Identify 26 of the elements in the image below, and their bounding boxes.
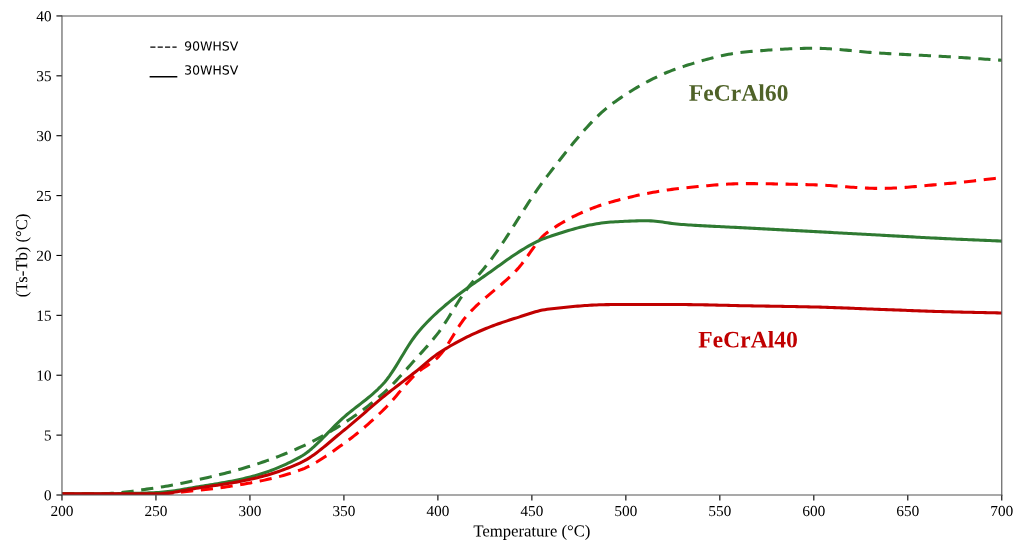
x-tick-label: 200: [51, 505, 73, 517]
y-tick-label: 40: [36, 11, 51, 22]
y-tick-label: 0: [44, 490, 51, 501]
y-tick-label: 30: [37, 130, 51, 142]
x-tick-label: 600: [803, 505, 825, 517]
x-tick-label: 300: [239, 505, 261, 517]
y-tick-label: 35: [37, 71, 51, 82]
x-tick-label: 350: [333, 505, 355, 517]
x-tick-label: 400: [426, 505, 449, 517]
x-tick-label: 450: [520, 505, 543, 517]
annotation: FeCrAl40: [698, 331, 797, 348]
y-tick-label: 15: [37, 310, 51, 321]
y-tick-label: 25: [36, 190, 51, 202]
x-tick-label: 250: [145, 505, 167, 517]
annotation: 90WHSV: [184, 41, 239, 51]
y-axis-title: (Ts-Tb) (°C): [15, 214, 31, 297]
x-tick-label: 650: [896, 505, 919, 517]
x-tick-label: 500: [615, 505, 637, 517]
annotation: FeCrAl60: [689, 84, 788, 101]
y-tick-label: 5: [44, 430, 51, 441]
y-tick-label: 10: [37, 370, 51, 381]
x-tick-label: 700: [991, 505, 1013, 517]
annotation: 30WHSV: [185, 65, 239, 75]
x-tick-label: 550: [709, 505, 731, 517]
x-axis-title: Temperature (°C): [473, 524, 590, 540]
y-tick-label: 20: [36, 250, 51, 261]
